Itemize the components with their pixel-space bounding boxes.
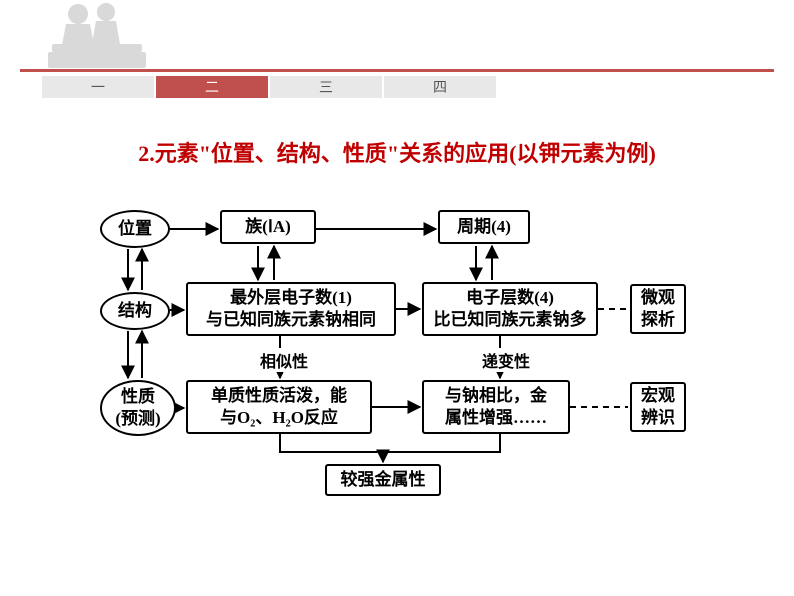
node-group: 族(ⅠA) — [220, 210, 316, 244]
header-divider — [20, 69, 774, 72]
node-structure: 结构 — [100, 292, 170, 330]
slide-title: 2.元素"位置、结构、性质"关系的应用(以钾元素为例) — [0, 136, 794, 168]
edge-label-gradual: 递变性 — [480, 348, 532, 372]
tab-three[interactable]: 三 — [270, 76, 382, 98]
node-property: 性质(预测) — [100, 380, 176, 436]
tab-one[interactable]: 一 — [42, 76, 154, 98]
node-outer: 最外层电子数(1)与已知同族元素钠相同 — [186, 282, 396, 336]
tab-four[interactable]: 四 — [384, 76, 496, 98]
node-shells: 电子层数(4)比已知同族元素钠多 — [422, 282, 598, 336]
node-strong: 较强金属性 — [325, 464, 441, 496]
tab-bar: 一 二 三 四 — [42, 76, 496, 98]
edge-label-similar: 相似性 — [258, 348, 310, 372]
flowchart: 位置结构性质(预测) 族(ⅠA) 周期(4) 最外层电子数(1)与已知同族元素钠相同电… — [100, 202, 700, 522]
header-people-icon — [38, 0, 153, 72]
node-position: 位置 — [100, 210, 170, 248]
node-period: 周期(4) — [438, 210, 530, 244]
node-macro: 宏观辨识 — [630, 382, 686, 432]
node-micro: 微观探析 — [630, 284, 686, 334]
node-metal: 与钠相比，金属性增强…… — [422, 380, 570, 434]
node-active: 单质性质活泼，能与O₂、H₂O反应 — [186, 380, 372, 434]
tab-two[interactable]: 二 — [156, 76, 268, 98]
